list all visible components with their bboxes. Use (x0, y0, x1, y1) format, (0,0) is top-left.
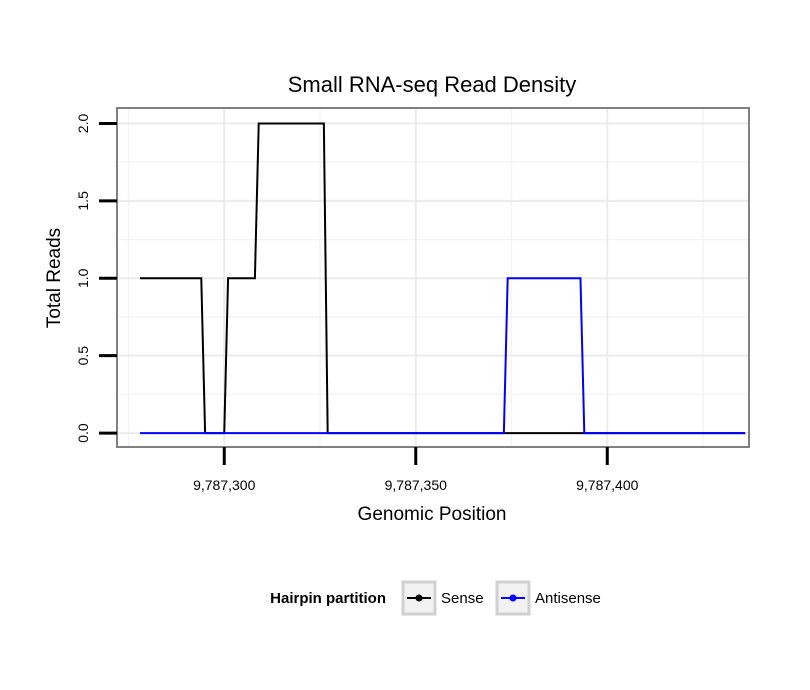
x-tick-label: 9,787,300 (193, 477, 255, 493)
y-tick-label: 2.0 (75, 114, 91, 134)
x-tick-label: 9,787,350 (385, 477, 447, 493)
axes: 0.0 0.5 1.0 1.5 2.0 9,787,300 9,787,350 9,787,4… (75, 114, 639, 493)
grid (117, 108, 749, 447)
y-tick-label: 0.5 (75, 346, 91, 366)
y-tick-label: 1.0 (75, 268, 91, 288)
chart-title: Small RNA-seq Read Density (288, 72, 577, 97)
legend-label-sense: Sense (441, 590, 484, 607)
legend: Hairpin partition Sense Antisense (270, 580, 601, 616)
series-line-sense (139, 122, 746, 435)
y-tick-label: 0.0 (75, 423, 91, 443)
series-line-antisense (139, 277, 746, 435)
x-axis-title: Genomic Position (358, 504, 507, 525)
series-lines (139, 122, 746, 435)
y-tick-label: 1.5 (75, 191, 91, 211)
legend-point-sense (415, 594, 423, 602)
legend-label-antisense: Antisense (535, 590, 601, 607)
x-tick-label: 9,787,400 (576, 477, 638, 493)
legend-point-antisense (509, 594, 517, 602)
y-axis-title: Total Reads (44, 228, 65, 328)
legend-title: Hairpin partition (270, 590, 386, 607)
